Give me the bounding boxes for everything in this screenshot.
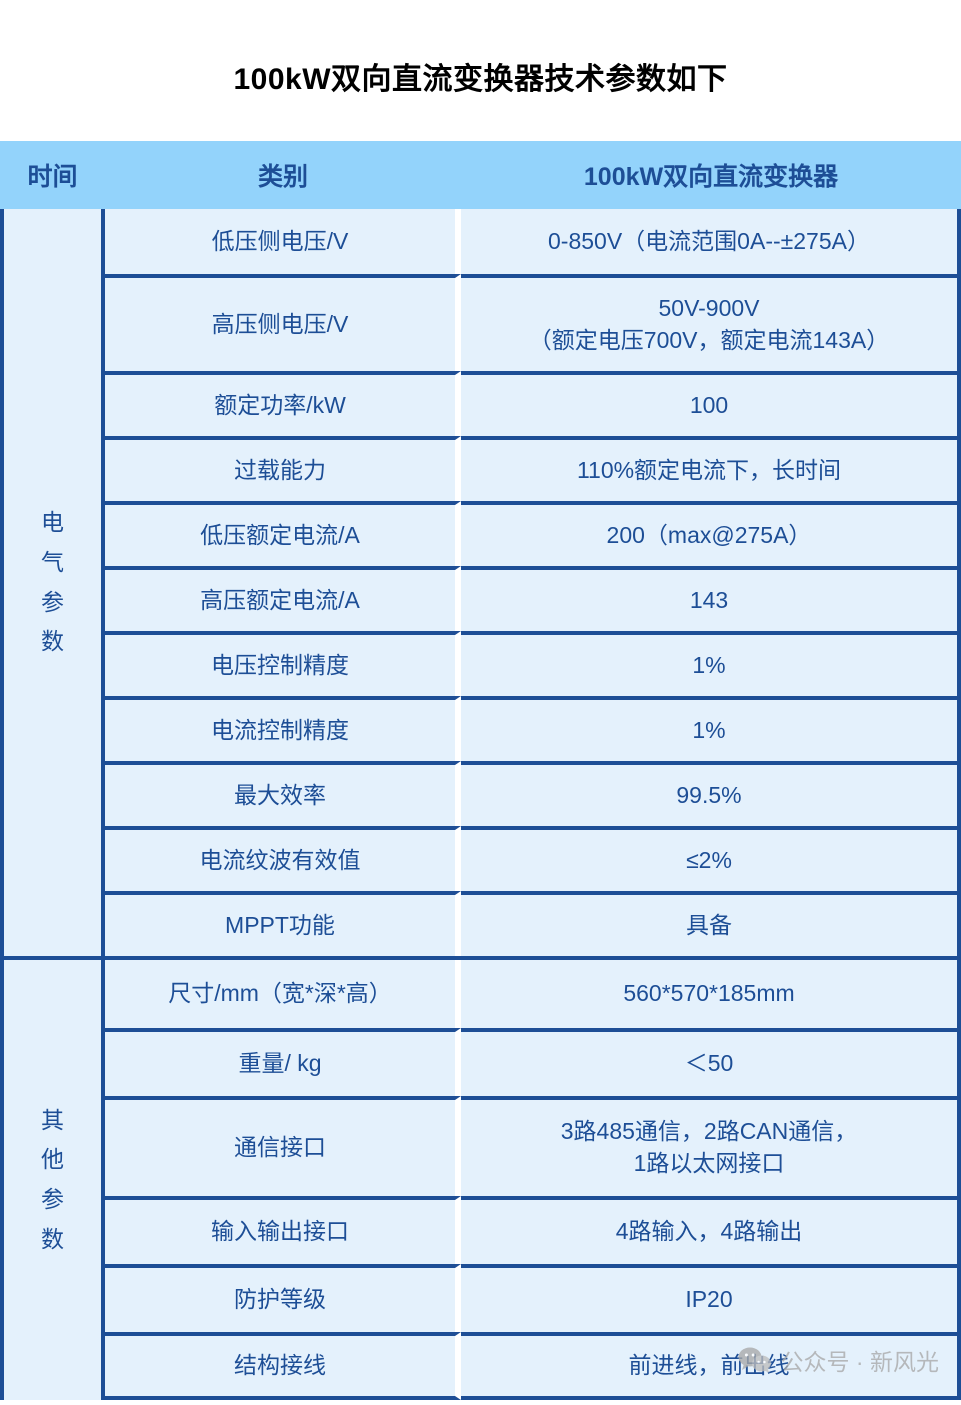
- table-row: 结构接线 前进线，前出线: [0, 1332, 961, 1400]
- row-parameter-name: 额定功率/kW: [105, 371, 461, 436]
- row-parameter-value: IP20: [461, 1264, 961, 1332]
- row-parameter-value: 99.5%: [461, 761, 961, 826]
- row-group-label-char: 参: [41, 588, 64, 615]
- row-parameter-name: 重量/ kg: [105, 1028, 461, 1096]
- row-parameter-name: 电流控制精度: [105, 696, 461, 761]
- table-row: 最大效率 99.5%: [0, 761, 961, 826]
- row-parameter-name: 通信接口: [105, 1096, 461, 1196]
- row-parameter-name: 防护等级: [105, 1264, 461, 1332]
- row-group-label-char: 数: [41, 628, 64, 655]
- row-parameter-name: 低压额定电流/A: [105, 501, 461, 566]
- group-divider: [0, 956, 961, 960]
- table-header: 时间 类别 100kW双向直流变换器: [0, 141, 961, 209]
- row-parameter-value: ≤2%: [461, 826, 961, 891]
- row-parameter-name: 高压侧电压/V: [105, 274, 461, 371]
- row-parameter-value: 具备: [461, 891, 961, 956]
- row-group-label-char: 其: [41, 1106, 64, 1133]
- row-parameter-name: 低压侧电压/V: [105, 209, 461, 274]
- row-parameter-value: 4路输入，4路输出: [461, 1196, 961, 1264]
- table-row: 高压侧电压/V 50V-900V （额定电压700V，额定电流143A）: [0, 274, 961, 371]
- spec-table: 时间 类别 100kW双向直流变换器 电气参数低压侧电压/V 0-850V（电流范…: [0, 141, 961, 1400]
- table-row: 过载能力 110%额定电流下，长时间: [0, 436, 961, 501]
- row-value-line: 1路以太网接口: [633, 1150, 785, 1176]
- table-row: 电压控制精度 1%: [0, 631, 961, 696]
- page-title: 100kW双向直流变换器技术参数如下: [233, 63, 728, 96]
- row-parameter-name: 尺寸/mm（宽*深*高）: [105, 960, 461, 1028]
- row-value-line: （额定电压700V，额定电流143A）: [528, 326, 890, 353]
- column-header-time: 时间: [0, 141, 105, 209]
- table-row: 额定功率/kW 100: [0, 371, 961, 436]
- table-row: 电流纹波有效值 ≤2%: [0, 826, 961, 891]
- row-group-label: 电气参数: [0, 209, 105, 956]
- row-parameter-value: 前进线，前出线: [461, 1332, 961, 1400]
- row-parameter-value: 0-850V（电流范围0A--±275A）: [461, 209, 961, 274]
- row-parameter-value: 100: [461, 371, 961, 436]
- row-parameter-value: 1%: [461, 631, 961, 696]
- row-parameter-name: 最大效率: [105, 761, 461, 826]
- row-parameter-name: 结构接线: [105, 1332, 461, 1400]
- table-row: MPPT功能 具备: [0, 891, 961, 956]
- row-group-label: 其他参数: [0, 960, 105, 1400]
- row-value-line: 50V-900V: [658, 294, 760, 321]
- spec-table-container: 时间 类别 100kW双向直流变换器 电气参数低压侧电压/V 0-850V（电流范…: [0, 141, 961, 1400]
- row-group-label-char: 数: [41, 1225, 64, 1252]
- row-group-label-text: 其他参数: [12, 1101, 93, 1259]
- header-row: 时间 类别 100kW双向直流变换器: [0, 141, 961, 209]
- row-parameter-value: 110%额定电流下，长时间: [461, 436, 961, 501]
- row-parameter-value: ＜50: [461, 1028, 961, 1096]
- table-row: 防护等级 IP20: [0, 1264, 961, 1332]
- row-parameter-value: 143: [461, 566, 961, 631]
- row-parameter-value: 560*570*185mm: [461, 960, 961, 1028]
- row-group-label-char: 电: [41, 509, 64, 536]
- row-parameter-value: 50V-900V （额定电压700V，额定电流143A）: [461, 274, 961, 371]
- table-row: 电气参数 低压侧电压/V 0-850V（电流范围0A--±275A）: [0, 209, 961, 956]
- group-divider-cell: [461, 956, 961, 960]
- row-group-label-char: 他: [41, 1146, 64, 1173]
- row-value-line: 3路485通信，2路CAN通信，: [560, 1118, 858, 1145]
- row-group-label-char: 参: [41, 1186, 64, 1212]
- group-divider-cell: [105, 956, 461, 960]
- table-row: 低压额定电流/A 200（max@275A）: [0, 501, 961, 566]
- row-parameter-name: 过载能力: [105, 436, 461, 501]
- table-row: 高压额定电流/A 143: [0, 566, 961, 631]
- column-header-category: 类别: [105, 141, 461, 209]
- row-parameter-name: 电流纹波有效值: [105, 826, 461, 891]
- row-group-label-text: 电气参数: [12, 503, 93, 661]
- row-parameter-name: MPPT功能: [105, 891, 461, 956]
- table-row: 重量/ kg ＜50: [0, 1028, 961, 1096]
- group-divider-cell: [0, 956, 105, 960]
- row-parameter-name: 高压额定电流/A: [105, 566, 461, 631]
- row-parameter-value: 200（max@275A）: [461, 501, 961, 566]
- table-row: 输入输出接口 4路输入，4路输出: [0, 1196, 961, 1264]
- row-parameter-name: 输入输出接口: [105, 1196, 461, 1264]
- row-parameter-value: 3路485通信，2路CAN通信， 1路以太网接口: [461, 1096, 961, 1196]
- table-row: 通信接口 3路485通信，2路CAN通信， 1路以太网接口: [0, 1096, 961, 1196]
- row-parameter-value: 1%: [461, 696, 961, 761]
- row-parameter-name: 电压控制精度: [105, 631, 461, 696]
- table-row: 其他参数 尺寸/mm（宽*深*高） 560*570*185mm: [0, 960, 961, 1400]
- table-row: 电流控制精度 1%: [0, 696, 961, 761]
- table-body: 电气参数低压侧电压/V 0-850V（电流范围0A--±275A） 高压侧电压/V 5…: [0, 209, 961, 1400]
- column-header-product: 100kW双向直流变换器: [461, 141, 961, 209]
- row-group-label-char: 气: [41, 548, 64, 575]
